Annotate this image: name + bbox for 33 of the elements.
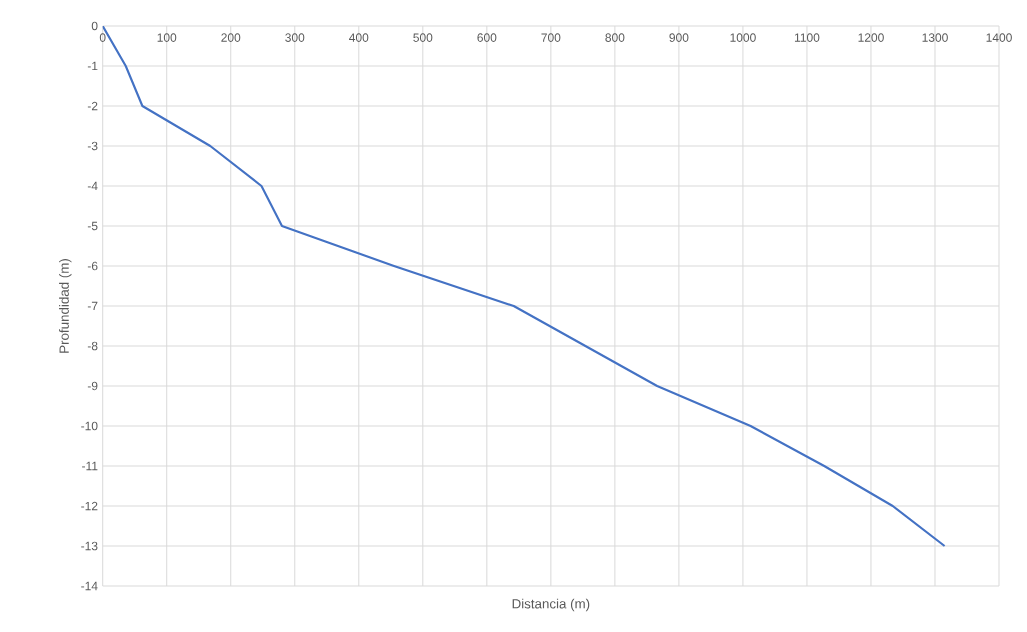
x-tick-label: 1200 [858, 33, 884, 42]
y-tick-label: -5 [87, 221, 98, 231]
x-tick-label: 600 [477, 33, 497, 42]
y-tick-label: -2 [87, 101, 98, 111]
x-tick-label: 700 [541, 33, 561, 42]
y-tick-label: -3 [87, 141, 98, 151]
x-tick-label: 400 [349, 33, 369, 42]
x-tick-label: 200 [221, 33, 241, 42]
y-tick-label: -8 [87, 341, 98, 351]
x-tick-label: 900 [669, 33, 689, 42]
x-tick-label: 100 [157, 33, 177, 42]
x-tick-label: 500 [413, 33, 433, 42]
y-tick-label: -12 [81, 501, 98, 511]
y-tick-label: -1 [87, 61, 98, 71]
x-tick-label: 300 [285, 33, 305, 42]
y-tick-label: -11 [82, 461, 98, 471]
y-axis-title: Profundidad (m) [59, 259, 72, 353]
line-series [102, 25, 946, 548]
x-tick-label: 1100 [794, 33, 820, 42]
y-tick-label: 0 [91, 21, 98, 31]
x-tick-label: 1300 [922, 33, 948, 42]
x-tick-label: 0 [99, 33, 106, 42]
x-axis-title: Distancia (m) [512, 598, 590, 612]
y-tick-label: -4 [87, 181, 98, 191]
x-tick-label: 1000 [730, 33, 756, 42]
y-tick-label: -10 [81, 421, 98, 431]
y-tick-label: -14 [81, 581, 98, 591]
y-tick-label: -6 [87, 261, 98, 271]
y-tick-label: -7 [87, 301, 98, 311]
y-tick-label: -9 [87, 381, 98, 391]
x-tick-label: 1400 [986, 33, 1012, 42]
x-tick-label: 800 [605, 33, 625, 42]
y-tick-label: -13 [81, 541, 98, 551]
